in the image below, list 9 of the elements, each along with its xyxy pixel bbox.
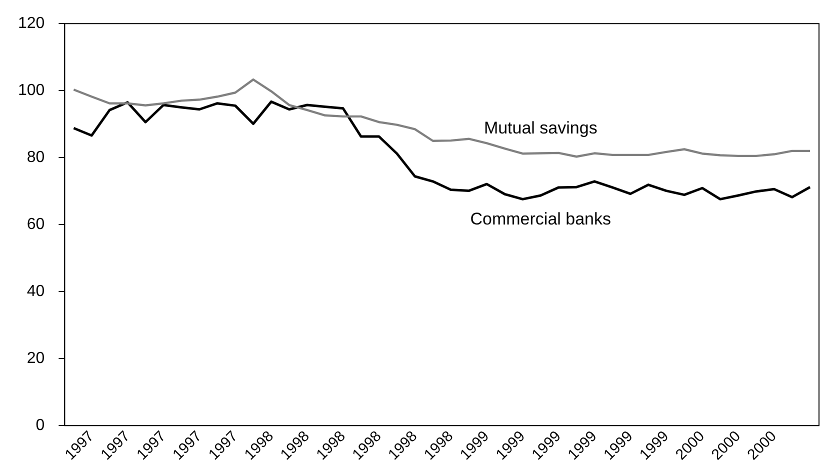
y-tick-label: 80 [26,149,45,166]
y-tick-label: 40 [26,283,45,300]
series-label: Mutual savings [484,118,598,138]
series-label: Commercial banks [470,210,612,229]
y-tick-label: 60 [26,216,45,234]
y-tick-label: 120 [18,15,45,32]
y-tick-label: 20 [26,350,45,368]
y-tick-label: 100 [18,82,45,100]
y-tick-label: 0 [36,417,45,434]
